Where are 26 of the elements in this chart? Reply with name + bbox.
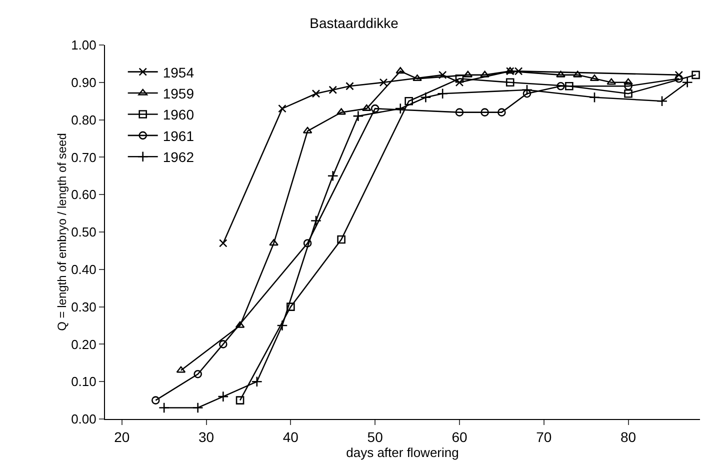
chart-title: Bastaarddikke [310,15,399,32]
y-tick-label: 0.80 [71,112,96,128]
x-tick-label: 70 [536,428,552,445]
legend-label: 1962 [162,149,194,166]
y-tick-label: 0.50 [71,224,96,240]
x-tick-label: 30 [198,428,214,445]
x-tick-label: 80 [620,428,636,445]
y-tick-label: 0.70 [71,150,96,165]
legend-label: 1961 [162,128,194,144]
legend-label: 1954 [162,64,194,80]
y-axis-title: Q = length of embryo / length of seed [55,133,70,331]
x-axis-title: days after flowering [346,444,459,460]
y-tick-label: 0.20 [71,336,96,352]
x-tick-label: 60 [452,428,468,445]
legend-label: 1959 [162,85,194,102]
x-tick-label: 40 [282,428,299,445]
x-tick-label: 50 [367,428,384,445]
y-tick-label: 0.30 [71,299,96,314]
y-tick-label: 1.00 [71,38,96,53]
y-tick-label: 0.60 [71,187,96,202]
y-tick-label: 0.90 [71,74,96,90]
y-tick-label: 0.40 [71,262,96,277]
x-tick-label: 20 [114,428,130,445]
legend-label: 1960 [162,106,194,123]
y-tick-label: 0.00 [71,412,96,427]
y-tick-label: 0.10 [71,374,96,390]
